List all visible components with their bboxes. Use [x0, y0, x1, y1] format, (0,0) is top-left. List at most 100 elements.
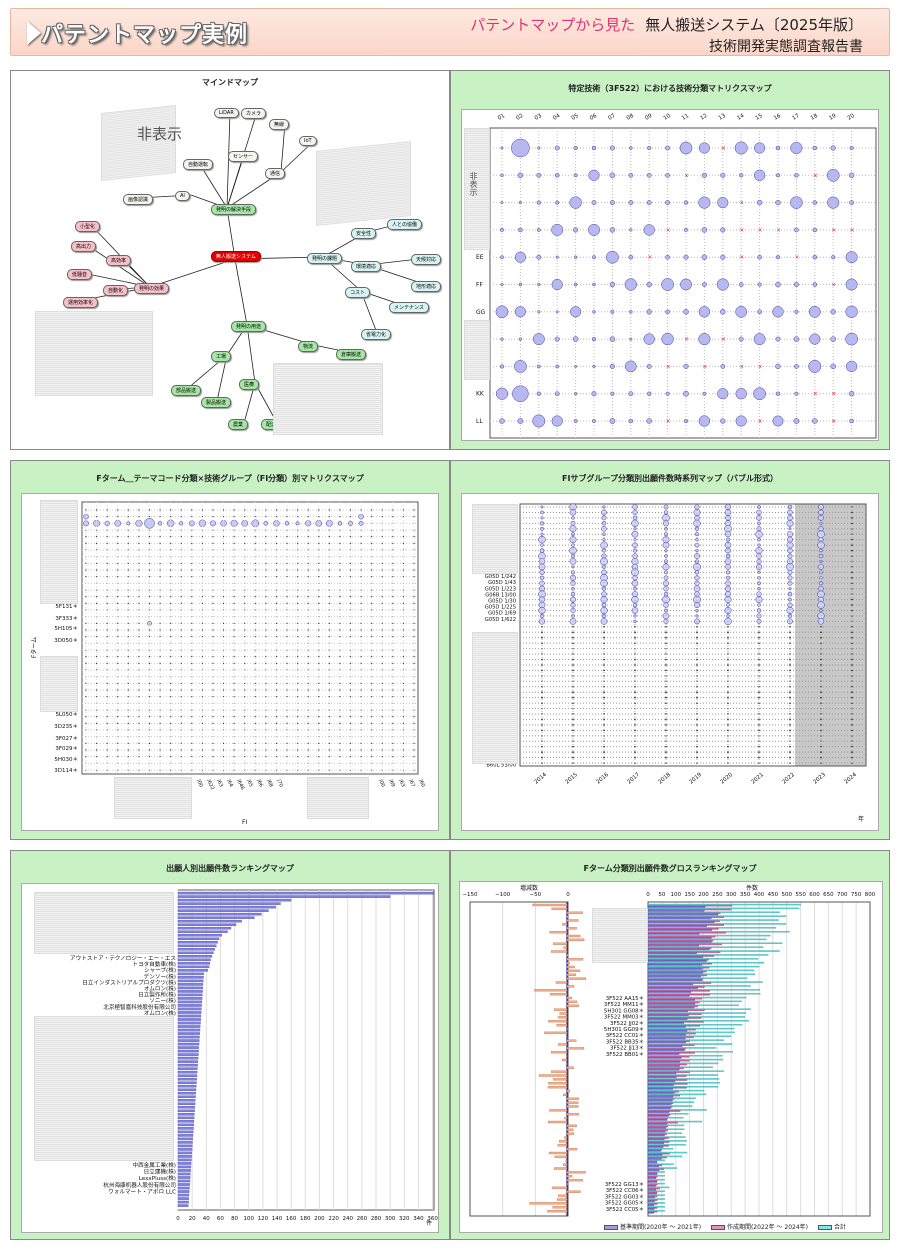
base-bar	[647, 979, 703, 982]
bubble	[629, 228, 633, 232]
bubble	[849, 200, 854, 205]
row-label: 5H105＊	[54, 625, 78, 632]
bubble	[244, 662, 246, 664]
bubble	[569, 546, 577, 555]
bubble	[665, 664, 667, 666]
bubble	[381, 722, 383, 724]
tick-label: 80	[231, 1216, 238, 1222]
diff-bar	[554, 1167, 568, 1170]
bubble	[727, 664, 729, 666]
current-bar	[647, 1156, 667, 1159]
diff-bar	[566, 938, 585, 942]
mindmap-node: 高効率	[106, 255, 132, 266]
bubble	[170, 656, 172, 658]
base-bar	[647, 906, 706, 908]
current-bar	[647, 1164, 663, 1166]
bubble	[318, 536, 320, 538]
bubble	[349, 602, 352, 604]
tick-label: 360	[427, 1216, 438, 1222]
ranking-bar	[177, 997, 203, 1000]
bubble	[328, 689, 330, 691]
bubble	[402, 662, 405, 664]
bubble	[360, 722, 362, 724]
base-bar	[647, 1022, 684, 1024]
bubble	[603, 636, 605, 639]
bubble	[789, 696, 791, 699]
bubble	[696, 631, 698, 634]
total-bar	[647, 1039, 725, 1041]
current-bar	[647, 943, 722, 946]
bubble	[696, 696, 698, 699]
row-label: 3F027＊	[55, 735, 78, 742]
bubble	[392, 536, 394, 538]
tick-label: 200	[698, 892, 709, 898]
bubble	[138, 756, 140, 758]
ranking-bar	[177, 930, 228, 933]
tick-label: 180	[300, 1216, 311, 1222]
diff-bar	[565, 1054, 568, 1058]
bubble	[339, 742, 341, 744]
total-bar	[647, 1144, 686, 1146]
bubble	[392, 562, 394, 564]
total-bar	[647, 938, 767, 941]
diff-bar	[566, 1097, 579, 1100]
row-label: LL	[476, 418, 483, 425]
diff-bar	[552, 1206, 568, 1209]
ranking-bar	[177, 951, 214, 955]
current-bar	[647, 1152, 670, 1155]
bubble	[244, 562, 246, 564]
current-bar	[647, 1187, 660, 1190]
bubble	[307, 602, 309, 604]
total-bar	[647, 1206, 665, 1208]
hidden-area	[592, 908, 648, 963]
bubble	[371, 689, 373, 691]
diff-bar	[566, 1124, 577, 1128]
bubble	[812, 227, 818, 233]
row-label: 5H030＊	[54, 756, 78, 763]
bubble	[159, 749, 161, 751]
bubble	[286, 602, 288, 604]
base-bar	[647, 1107, 671, 1109]
bubble	[786, 606, 794, 615]
bubble	[739, 173, 744, 178]
mindmap-node: 地形適応	[411, 281, 442, 292]
bubble-title: FIサブグループ分類別出願件数時系列マップ（バブル形式）	[562, 474, 778, 483]
bubble	[787, 553, 793, 559]
ranking-bar	[177, 905, 276, 909]
bubble	[349, 562, 352, 564]
bubble	[275, 622, 278, 624]
total-bar	[647, 1004, 739, 1007]
bubble	[851, 636, 853, 639]
base-bar	[647, 975, 702, 978]
zero-mark: ×	[850, 227, 855, 234]
matrix2-ylabel: Fターム	[31, 636, 39, 659]
total-bar	[647, 1085, 719, 1088]
bubble	[808, 359, 822, 373]
ranking-bar	[177, 944, 217, 948]
bubble	[609, 172, 616, 179]
bubble	[570, 306, 582, 318]
bubble	[413, 749, 415, 751]
total-bar	[647, 919, 779, 921]
diff-bar	[566, 1190, 581, 1193]
bubble	[772, 306, 784, 318]
ranking-bar	[177, 1123, 194, 1127]
bubble	[191, 622, 193, 624]
ranking-bar	[177, 986, 203, 990]
bubble	[148, 662, 151, 664]
bubble	[554, 173, 560, 178]
bubble	[233, 596, 235, 598]
col-label: 11	[681, 113, 690, 122]
bubble	[318, 722, 320, 724]
bubble	[349, 716, 352, 718]
bubble	[318, 716, 320, 718]
total-bar	[647, 1093, 707, 1096]
bubble	[820, 718, 822, 721]
tick-label: 250	[712, 892, 723, 898]
bubble	[297, 576, 299, 578]
total-bar	[647, 927, 777, 929]
bubble	[180, 602, 182, 604]
bubble	[738, 282, 744, 287]
current-bar	[647, 963, 712, 965]
bubble	[701, 254, 708, 260]
